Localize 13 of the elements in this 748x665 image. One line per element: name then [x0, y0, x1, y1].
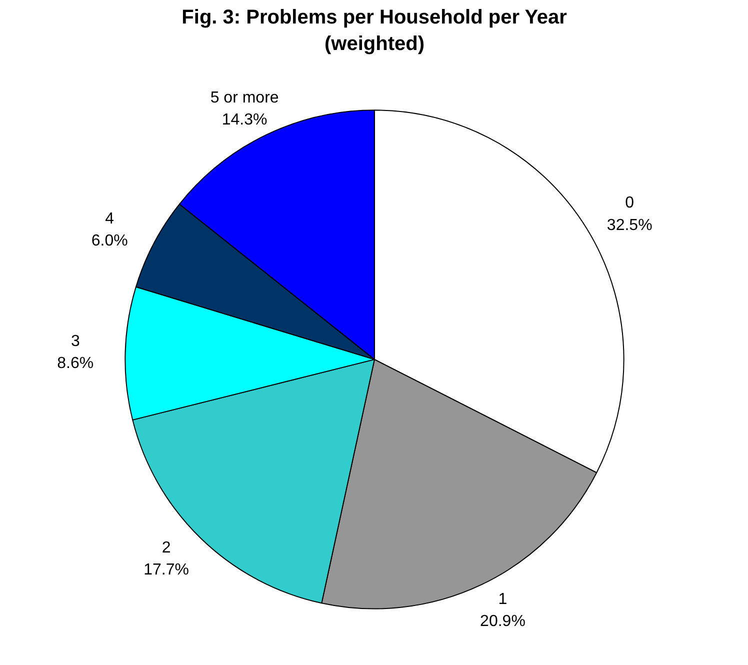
slice-label: 0 [625, 194, 634, 212]
data-label: 6.0% [91, 232, 128, 250]
slice-label: 3 [70, 332, 80, 350]
data-label: 8.6% [57, 355, 94, 372]
data-label: 14.3% [222, 112, 268, 129]
slice-label: 2 [162, 539, 171, 556]
slice-label: 5 or more [210, 90, 279, 107]
chart-title: Fig. 3: Problems per Household per Year (weighted) [182, 6, 568, 55]
data-label: 32.5% [606, 216, 652, 234]
slice-label: 4 [105, 210, 114, 228]
slice-label: 1 [498, 590, 508, 608]
data-label: 20.9% [480, 613, 526, 630]
data-label: 17.7% [144, 562, 189, 579]
